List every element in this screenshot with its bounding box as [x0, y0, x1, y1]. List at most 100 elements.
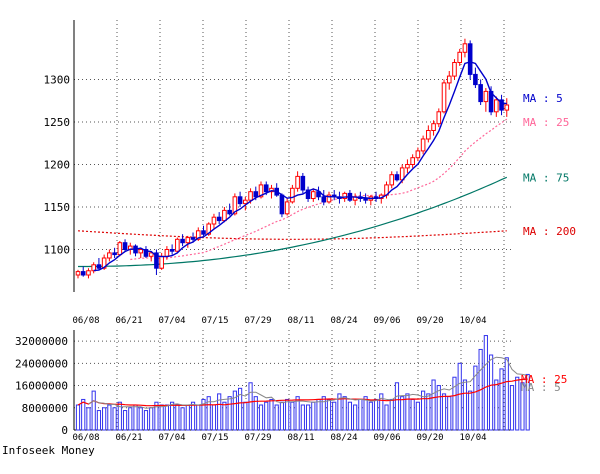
- volume-bar: [400, 396, 405, 431]
- candle-body: [394, 174, 400, 181]
- volume-x-tick-label: 08/24: [330, 433, 357, 443]
- volume-bar: [96, 410, 102, 431]
- price-x-tick-label: 08/24: [330, 316, 357, 326]
- candle-body: [138, 249, 144, 254]
- volume-bar: [499, 368, 504, 431]
- candle-body: [279, 194, 285, 215]
- volume-bar: [389, 398, 394, 431]
- volume-bar: [483, 335, 488, 431]
- volume-y-tick-label: 8000000: [22, 402, 68, 415]
- volume-bar: [347, 401, 353, 431]
- volume-bar: [426, 393, 431, 431]
- volume-bar: [138, 407, 143, 431]
- candle-body: [452, 62, 457, 77]
- volume-bar: [520, 382, 525, 431]
- volume-bar: [311, 401, 316, 431]
- volume-bar: [149, 407, 154, 431]
- candle-body: [473, 73, 478, 86]
- candle-body: [457, 51, 463, 63]
- volume-ma5-line: [88, 356, 528, 409]
- volume-ma-label: MA : 25: [521, 373, 567, 386]
- candle-body: [143, 249, 149, 257]
- volume-bar: [217, 393, 222, 431]
- candle-body: [363, 198, 368, 201]
- volume-bar: [436, 385, 441, 431]
- candle-body: [290, 187, 295, 203]
- volume-bar: [107, 404, 112, 431]
- candle-body: [107, 252, 112, 259]
- volume-bar: [295, 396, 300, 431]
- volume-bar: [441, 393, 447, 431]
- volume-bar: [258, 404, 264, 431]
- volume-x-tick-label: 07/04: [158, 433, 185, 443]
- price-x-tick-label: 07/29: [244, 316, 271, 326]
- candle-body: [389, 174, 395, 186]
- candle-body: [305, 189, 311, 199]
- candle-body: [311, 191, 316, 199]
- volume-bar: [473, 365, 478, 431]
- candle-body: [342, 192, 347, 199]
- candle-body: [263, 184, 269, 193]
- ma200-line: [77, 230, 507, 240]
- volume-bar: [326, 398, 332, 431]
- volume-bar: [358, 398, 363, 431]
- volume-bar: [222, 401, 227, 431]
- price-x-tick-label: 07/15: [201, 316, 228, 326]
- price-y-tick-label: 1250: [44, 116, 71, 129]
- volume-bar: [368, 401, 373, 431]
- candle-body: [206, 223, 212, 235]
- candle-body: [201, 230, 206, 235]
- volume-bar: [504, 357, 509, 431]
- ma75-line: [78, 176, 508, 268]
- volume-bar: [170, 401, 175, 431]
- price-x-tick-label: 06/21: [115, 316, 142, 326]
- candle-body: [321, 196, 327, 203]
- volume-x-tick-label: 10/04: [459, 433, 486, 443]
- volume-bar: [154, 401, 159, 431]
- price-x-tick-label: 09/20: [416, 316, 443, 326]
- candle-body: [243, 199, 248, 205]
- volume-ma-label: MA : 5: [521, 381, 561, 394]
- candle-body: [446, 75, 452, 84]
- volume-bar: [279, 401, 285, 431]
- volume-bar: [452, 376, 457, 431]
- candle-body: [86, 270, 91, 276]
- volume-y-tick-label: 16000000: [15, 380, 68, 393]
- candle-body: [499, 99, 504, 111]
- volume-bar: [447, 396, 452, 431]
- volume-bar: [373, 398, 379, 431]
- candle-body: [148, 252, 154, 257]
- price-grid: [73, 20, 514, 292]
- candle-body: [441, 82, 447, 113]
- candle-body: [154, 252, 159, 269]
- volume-bar: [290, 401, 295, 431]
- volume-bar: [243, 401, 248, 431]
- volume-x-tick-label: 07/29: [244, 433, 271, 443]
- volume-bar: [509, 385, 515, 431]
- volume-bar: [164, 404, 169, 431]
- price-ma-label: MA : 25: [523, 116, 569, 129]
- volume-y-tick-label: 32000000: [15, 335, 68, 348]
- candle-body: [504, 104, 510, 111]
- volume-bar: [81, 398, 86, 431]
- volume-bar: [488, 354, 494, 431]
- candle-body: [112, 252, 117, 256]
- candle-body: [326, 194, 332, 203]
- volume-bar: [457, 362, 462, 431]
- volume-bar: [332, 401, 337, 431]
- candle-body: [75, 271, 81, 276]
- volume-bar: [122, 410, 128, 431]
- candle-body: [169, 249, 175, 252]
- candle-body: [426, 130, 431, 140]
- volume-bar: [237, 387, 243, 431]
- volume-x-tick-label: 09/20: [416, 433, 443, 443]
- candle-body: [164, 249, 170, 257]
- volume-bar: [91, 390, 96, 431]
- volume-bar: [180, 407, 185, 431]
- price-ma-label: MA : 5: [523, 92, 563, 105]
- candle-body: [96, 264, 102, 269]
- price-ma-label: MA : 75: [523, 171, 569, 184]
- volume-bar: [384, 404, 389, 431]
- volume-bar: [431, 379, 436, 431]
